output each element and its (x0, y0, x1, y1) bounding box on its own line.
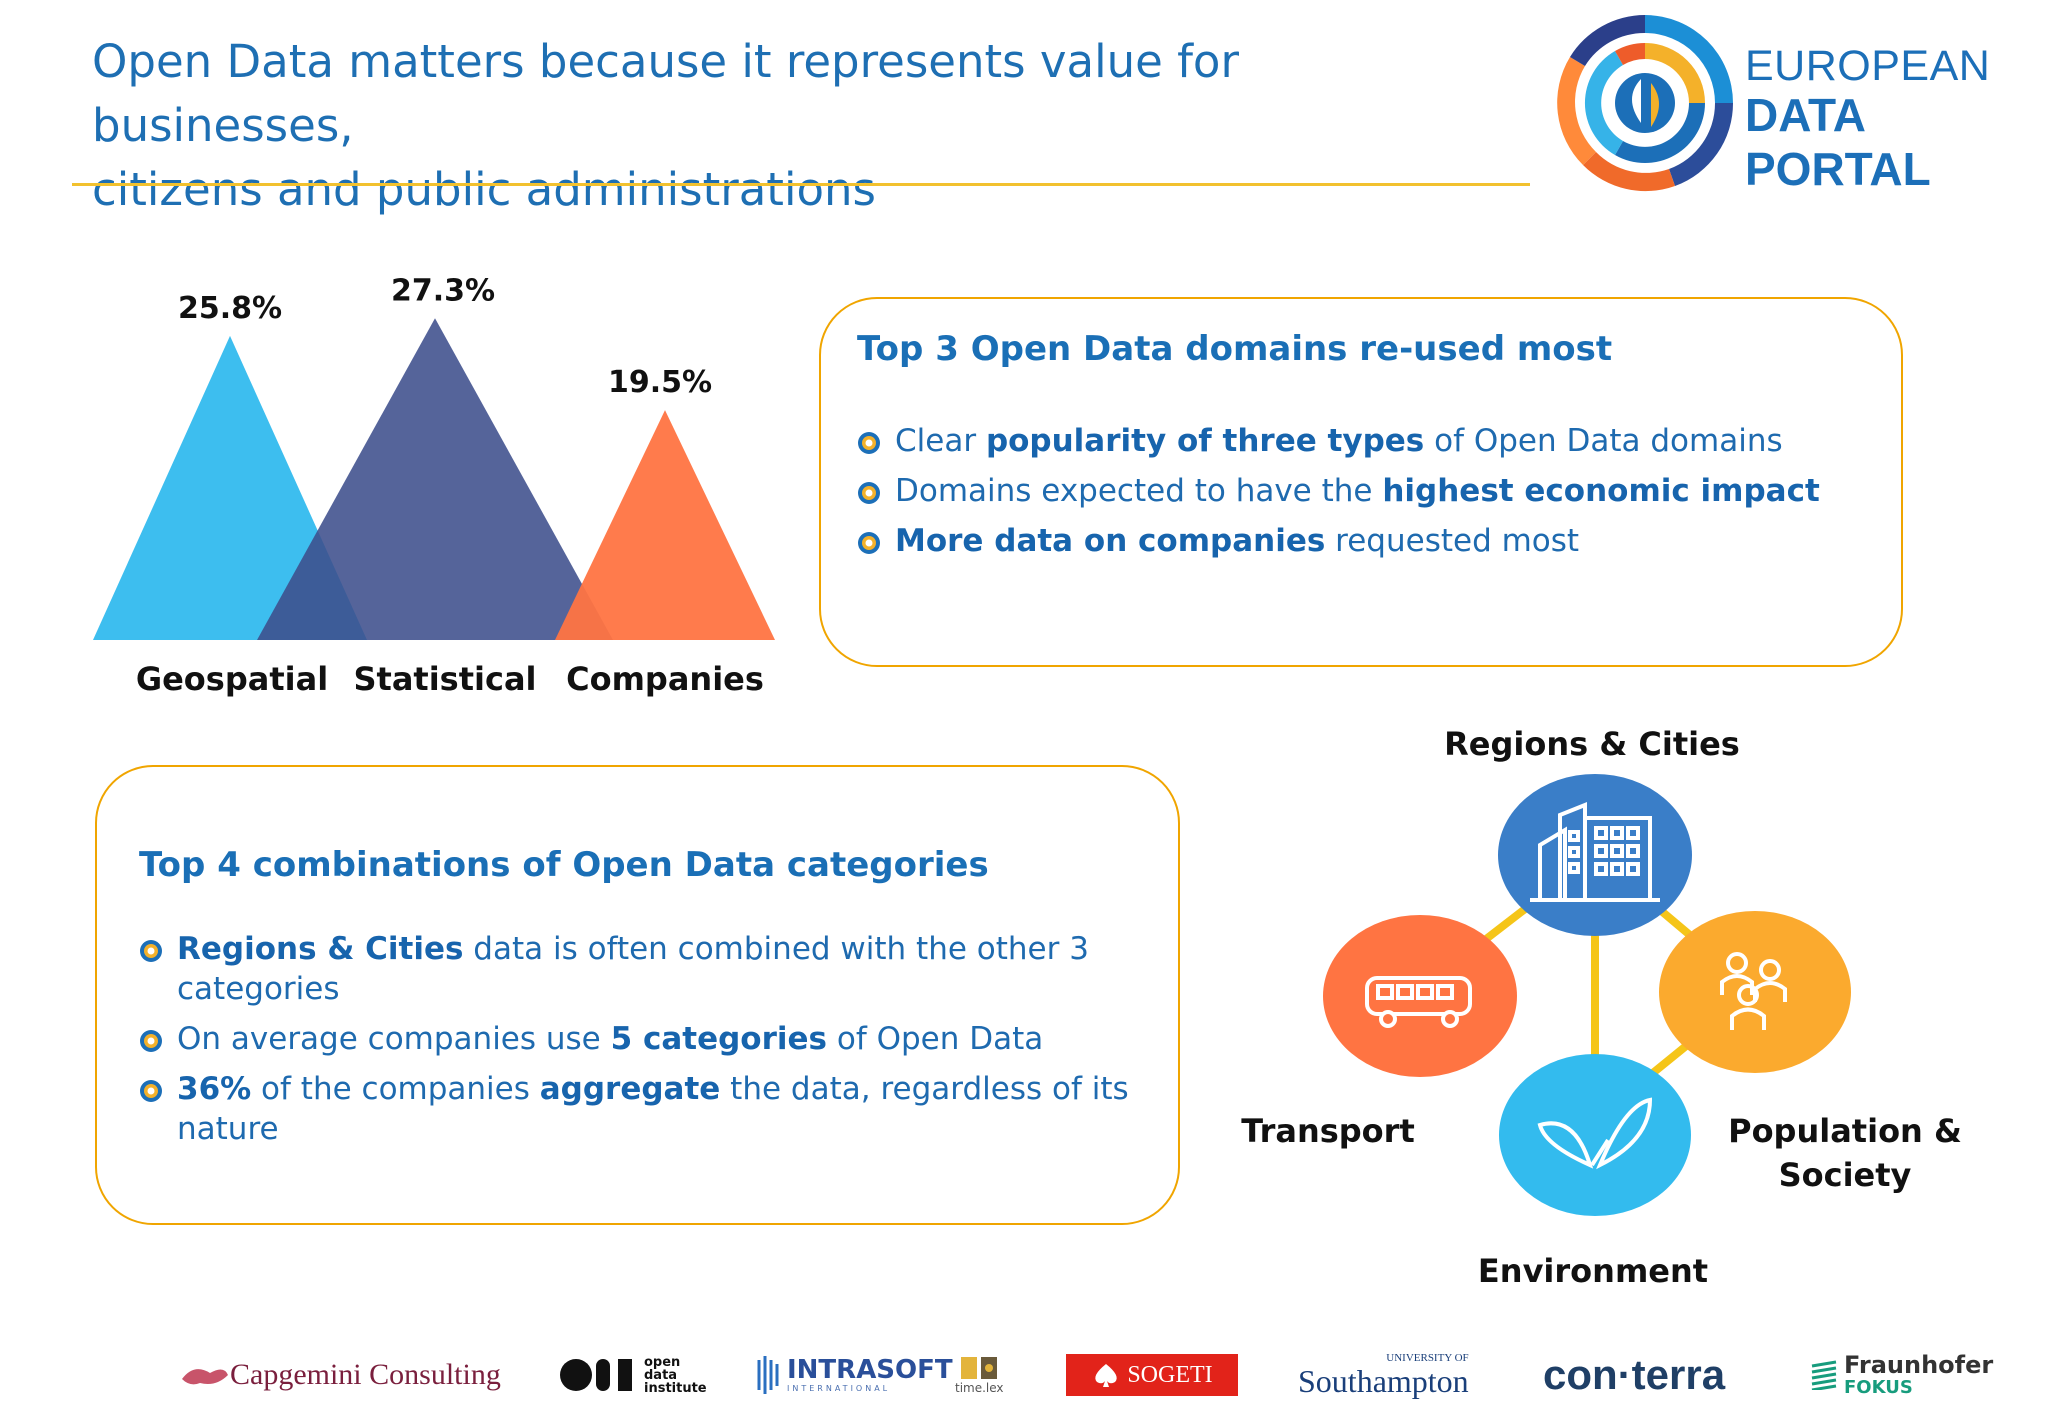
bullet-text: of Open Data domains (1424, 423, 1783, 459)
categories-network: Regions & Cities Transport Population & … (1241, 725, 1962, 1290)
partner-logos: Capgemini Consulting open data institute… (0, 1340, 2048, 1418)
domains-bullet: More data on companies requested most (857, 521, 1877, 561)
bullet-text: Clear (895, 423, 986, 459)
chart-value-label: 25.8% (178, 291, 282, 326)
leaf-icon (1537, 1097, 1653, 1170)
partner-timelex: time.lex (955, 1340, 1004, 1410)
partner-timelex-text: time.lex (955, 1381, 1004, 1395)
node-population (1659, 911, 1851, 1073)
chart-value-label: 27.3% (391, 273, 495, 308)
categories-heading: Top 4 combinations of Open Data categori… (139, 845, 989, 885)
partner-sogeti-text: SOGETI (1127, 1361, 1213, 1388)
bullet-emphasis: More data on companies (895, 523, 1326, 559)
chart-value-label: 19.5% (608, 365, 712, 400)
fraunhofer-icon (1811, 1360, 1837, 1390)
title-line-1: Open Data matters because it represents … (92, 35, 1239, 152)
bullet-logo-icon (858, 482, 880, 504)
node-environment (1499, 1054, 1691, 1216)
bullet-text: the data, regardless of its nature (177, 1071, 1129, 1147)
bullet-emphasis: Regions & Cities (177, 931, 464, 967)
chart-category-label: Statistical (353, 660, 536, 698)
domains-chart: 25.8% Geospatial 27.3% Statistical 19.5% Comp… (93, 273, 775, 698)
bullet-text: of the companies (251, 1071, 540, 1107)
title-divider (72, 183, 1530, 186)
label-population-line1: Population & (1728, 1112, 1962, 1150)
partner-southampton-text: Southampton (1298, 1363, 1469, 1399)
categories-box: Top 4 combinations of Open Data categori… (95, 765, 1180, 1225)
logo-text-data-portal: DATA PORTAL (1745, 89, 1931, 195)
partner-fraunhofer: Fraunhofer FOKUS (1810, 1340, 1993, 1410)
partner-odi: open data institute (560, 1340, 707, 1410)
partner-conterra-text: con·terra (1543, 1351, 1726, 1398)
node-regions (1498, 774, 1692, 936)
sogeti-spade-icon (1095, 1364, 1118, 1387)
label-population-line2: Society (1779, 1156, 1912, 1194)
bullet-text: On average companies use (177, 1021, 611, 1057)
bullet-text: Domains expected to have the (895, 473, 1383, 509)
intrasoft-icon (757, 1356, 779, 1394)
partner-conterra: con·terra (1543, 1340, 1725, 1410)
partner-southampton: UNIVERSITY OF Southampton (1298, 1340, 1469, 1410)
chart-category-label: Companies (566, 660, 764, 698)
bullet-text: data is often combined with the other 3 … (177, 931, 1089, 1007)
bullet-emphasis: 36% (177, 1071, 252, 1107)
categories-bullet: On average companies use 5 categories of… (139, 1019, 1149, 1059)
partner-sogeti-badge: SOGETI (1066, 1354, 1238, 1396)
domains-bullet-list: Clear popularity of three types of Open … (857, 421, 1877, 571)
bullet-logo-icon (140, 1080, 162, 1102)
bullet-logo-icon (140, 940, 162, 962)
partner-sogeti: SOGETI (1066, 1340, 1238, 1410)
chart-triangle-companies (555, 410, 775, 640)
title-line-2: citizens and public administrations (92, 163, 876, 216)
bullet-logo-icon (140, 1030, 162, 1052)
people-icon (1720, 952, 1787, 1030)
bullet-text: requested most (1325, 523, 1580, 559)
domains-box: Top 3 Open Data domains re-used most Cle… (819, 297, 1903, 667)
bullet-emphasis: aggregate (539, 1071, 721, 1107)
timelex-icon (961, 1357, 998, 1379)
chart-category-label: Geospatial (136, 660, 328, 698)
bullet-emphasis: highest economic impact (1382, 473, 1820, 509)
odi-logo-icon (560, 1359, 632, 1391)
categories-bullet: Regions & Cities data is often combined … (139, 929, 1149, 1009)
domains-heading: Top 3 Open Data domains re-used most (857, 329, 1613, 369)
partner-fraunhofer-name: Fraunhofer (1844, 1351, 1994, 1379)
partner-intrasoft-sub: INTERNATIONAL (787, 1384, 891, 1393)
page-title: Open Data matters because it represents … (92, 30, 1512, 222)
categories-bullet-list: Regions & Cities data is often combined … (139, 929, 1149, 1159)
partner-capgemini-text: Capgemini Consulting (230, 1358, 501, 1391)
partner-fraunhofer-sub: FOKUS (1844, 1377, 1913, 1398)
chart-triangle-geospatial (93, 335, 367, 640)
partner-fraunhofer-text: Fraunhofer FOKUS (1844, 1352, 1993, 1398)
partner-intrasoft-text: INTRASOFT INTERNATIONAL (787, 1356, 953, 1394)
bullet-emphasis: 5 categories (610, 1021, 827, 1057)
partner-capgemini: Capgemini Consulting (180, 1340, 501, 1410)
bullet-logo-icon (858, 532, 880, 554)
buildings-icon (1530, 802, 1660, 902)
european-data-portal-logo (1557, 15, 1734, 192)
domains-bullet: Clear popularity of three types of Open … (857, 421, 1877, 461)
label-transport: Transport (1241, 1112, 1414, 1150)
bullet-emphasis: popularity of three types (985, 423, 1425, 459)
capgemini-spade-icon (182, 1369, 228, 1385)
label-regions-cities: Regions & Cities (1444, 725, 1740, 763)
logo-text-european: EUROPEAN (1745, 42, 1991, 90)
chart-triangle-statistical (257, 318, 613, 640)
partner-intrasoft: INTRASOFT INTERNATIONAL (755, 1340, 953, 1410)
label-environment: Environment (1478, 1252, 1708, 1290)
categories-bullet: 36% of the companies aggregate the data,… (139, 1069, 1149, 1149)
bullet-text: of Open Data (827, 1021, 1044, 1057)
node-transport (1323, 915, 1517, 1077)
partner-intrasoft-name: INTRASOFT (787, 1355, 953, 1385)
bullet-logo-icon (858, 432, 880, 454)
partner-southampton-sub: UNIVERSITY OF (1386, 1352, 1469, 1364)
bus-icon (1365, 976, 1472, 1028)
partner-odi-text: open data institute (644, 1354, 707, 1396)
domains-bullet: Domains expected to have the highest eco… (857, 471, 1877, 511)
